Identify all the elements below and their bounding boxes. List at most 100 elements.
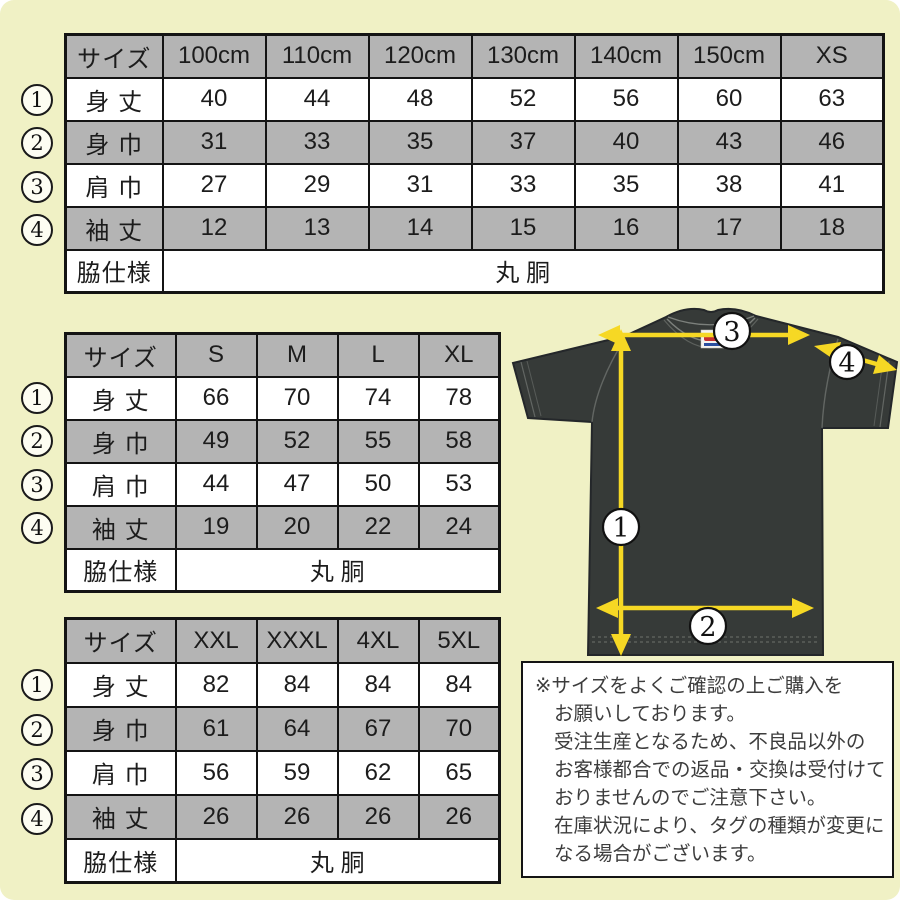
- svg-text:3: 3: [723, 317, 740, 348]
- table-row: 肩 巾 27 29 31 33 35 38 41: [64, 162, 885, 208]
- table-row: 身 巾 31 33 35 37 40 43 46: [64, 119, 885, 165]
- cuff-stitch-right: [879, 360, 890, 428]
- cuff-stitch-left: [520, 361, 536, 418]
- marker-3-kids: 3: [21, 171, 53, 203]
- note-line: お願いしております。: [554, 703, 746, 725]
- value-cell: 33: [264, 119, 370, 165]
- value-cell: 60: [676, 76, 782, 122]
- table-header-row: サイズ S M L XL: [64, 332, 501, 378]
- value-cell: 41: [779, 162, 885, 208]
- row-label: 身 丈: [64, 76, 164, 122]
- value-cell: 38: [676, 162, 782, 208]
- tshirt-diagram-svg: 3 4 1 2: [511, 307, 899, 656]
- arrow-shoulder-width: [598, 325, 810, 345]
- value-cell: 24: [417, 504, 501, 550]
- value-cell: 59: [255, 749, 339, 796]
- value-cell: 33: [470, 162, 576, 208]
- table-row: 脇仕様 丸 胴: [64, 837, 501, 884]
- row-label: 肩 巾: [64, 749, 177, 796]
- diagram-marker-2: 2: [688, 606, 728, 646]
- value-cell: 82: [174, 661, 258, 708]
- marker-2-big: 2: [21, 714, 53, 746]
- row-label: 脇仕様: [64, 547, 177, 593]
- value-cell: 55: [336, 418, 420, 464]
- diagram-marker-4: 4: [828, 343, 866, 381]
- note-line: おりませんのでご注意下さい。: [554, 787, 827, 809]
- row-label: 肩 巾: [64, 461, 177, 507]
- table-row: 身 丈 82 84 84 84: [64, 661, 501, 708]
- row-label: 身 巾: [64, 119, 164, 165]
- value-cell: 27: [161, 162, 267, 208]
- value-cell: 26: [255, 793, 339, 840]
- value-cell: 74: [336, 375, 420, 421]
- row-label: 袖 丈: [64, 793, 177, 840]
- merged-value-cell: 丸 胴: [161, 248, 885, 294]
- value-cell: 40: [573, 119, 679, 165]
- row-label: 身 巾: [64, 705, 177, 752]
- value-cell: 56: [573, 76, 679, 122]
- row-label: 身 丈: [64, 375, 177, 421]
- value-cell: 53: [417, 461, 501, 507]
- value-cell: 37: [470, 119, 576, 165]
- marker-1-big: 1: [21, 669, 53, 701]
- value-cell: 26: [174, 793, 258, 840]
- table-row: 袖 丈 19 20 22 24: [64, 504, 501, 550]
- size-table-adult: サイズ S M L XL 身 丈 66 70 74 78 身 巾 49 52 5…: [64, 332, 501, 593]
- row-label: 肩 巾: [64, 162, 164, 208]
- value-cell: 13: [264, 205, 370, 251]
- tshirt-shape: [511, 307, 899, 656]
- value-cell: 50: [336, 461, 420, 507]
- svg-text:2: 2: [699, 612, 716, 643]
- table-row: 身 丈 66 70 74 78: [64, 375, 501, 421]
- svg-text:4: 4: [838, 348, 855, 379]
- value-cell: 56: [174, 749, 258, 796]
- note-line: ※サイズをよくご確認の上ご購入を: [535, 675, 844, 697]
- header-cell: XS: [779, 33, 885, 79]
- value-cell: 31: [161, 119, 267, 165]
- value-cell: 48: [367, 76, 473, 122]
- value-cell: 58: [417, 418, 501, 464]
- value-cell: 52: [255, 418, 339, 464]
- value-cell: 16: [573, 205, 679, 251]
- marker-1-adult: 1: [21, 382, 53, 414]
- value-cell: 26: [417, 793, 501, 840]
- header-cell: XXXL: [255, 617, 339, 664]
- marker-2-kids: 2: [21, 127, 53, 159]
- value-cell: 70: [255, 375, 339, 421]
- row-label: 袖 丈: [64, 205, 164, 251]
- value-cell: 14: [367, 205, 473, 251]
- cuff-stitch-left-2: [526, 360, 542, 417]
- diagram-marker-1: 1: [601, 507, 641, 547]
- table-row: 身 巾 61 64 67 70: [64, 705, 501, 752]
- row-label: 脇仕様: [64, 248, 164, 294]
- value-cell: 65: [417, 749, 501, 796]
- svg-text:1: 1: [612, 513, 629, 544]
- header-cell: サイズ: [64, 332, 177, 378]
- value-cell: 47: [255, 461, 339, 507]
- value-cell: 84: [417, 661, 501, 708]
- value-cell: 17: [676, 205, 782, 251]
- table-row: 身 丈 40 44 48 52 56 60 63: [64, 76, 885, 122]
- value-cell: 61: [174, 705, 258, 752]
- table-row: 袖 丈 26 26 26 26: [64, 793, 501, 840]
- merged-value-cell: 丸 胴: [174, 547, 501, 593]
- value-cell: 84: [336, 661, 420, 708]
- value-cell: 67: [336, 705, 420, 752]
- header-cell: 130cm: [470, 33, 576, 79]
- header-cell: 5XL: [417, 617, 501, 664]
- value-cell: 84: [255, 661, 339, 708]
- header-cell: 150cm: [676, 33, 782, 79]
- value-cell: 62: [336, 749, 420, 796]
- row-label: 脇仕様: [64, 837, 177, 884]
- value-cell: 40: [161, 76, 267, 122]
- header-cell: 100cm: [161, 33, 267, 79]
- header-cell: サイズ: [64, 617, 177, 664]
- note-line: なる場合がございます。: [554, 843, 767, 865]
- marker-4-kids: 4: [21, 214, 53, 246]
- header-cell: M: [255, 332, 339, 378]
- marker-3-adult: 3: [21, 469, 53, 501]
- header-cell: 140cm: [573, 33, 679, 79]
- marker-3-big: 3: [21, 758, 53, 790]
- row-label: 身 丈: [64, 661, 177, 708]
